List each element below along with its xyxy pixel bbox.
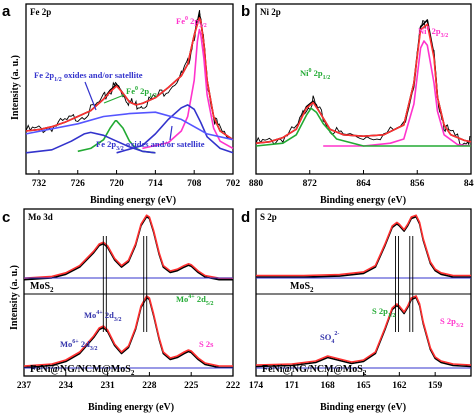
ann-ni0-2p12: Ni0 2p1/2: [300, 68, 330, 81]
arrow-fe-2p12-oxides: [84, 81, 97, 111]
x-tick-label: 732: [32, 179, 47, 189]
panel-a-xlabel: Binding energy (eV): [90, 195, 176, 206]
ann-fe0-2p32: Fe0 2p3/2: [176, 16, 207, 29]
panel-d-sample-top: MoS2: [290, 281, 314, 294]
panel-c-letter: c: [2, 209, 10, 226]
arrow-fe-2p32-oxides: [169, 125, 173, 141]
panel-a-frame: [25, 3, 234, 175]
ann-s-2p12: S 2p1/2: [372, 306, 396, 319]
x-tick-label: 162: [392, 381, 407, 391]
panel-a-letter: a: [2, 3, 11, 20]
x-tick-label: 864: [356, 179, 371, 189]
x-tick-label: 168: [321, 381, 336, 391]
arrow-fe0-2p12: [103, 94, 125, 104]
panel-a-core-label: Fe 2p: [30, 7, 51, 17]
raw-trace: [255, 296, 472, 368]
series-line-1: [25, 17, 234, 141]
series-line-6: [25, 111, 234, 141]
x-tick-label: 708: [187, 179, 202, 189]
panel-c-ticks: 237 234 231 228 225 222: [17, 372, 241, 391]
series-line-0: [255, 19, 472, 144]
panel-b-letter: b: [241, 3, 250, 20]
panel-c-sample-bottom: FeNi@NG/NCM@MoS2: [30, 364, 135, 377]
raw-noise-trace: [255, 19, 471, 146]
ann-so4: SO42-: [320, 331, 339, 345]
series-line-1: [23, 295, 233, 367]
series-line-1: [255, 295, 472, 366]
panel-d-xlabel: Binding energy (eV): [320, 402, 406, 413]
x-tick-label: 225: [184, 381, 199, 391]
series-line-2: [323, 40, 472, 147]
panel-c-xlabel: Binding energy (eV): [88, 402, 174, 413]
x-tick-label: 174: [249, 381, 264, 391]
x-tick-label: 856: [410, 179, 425, 189]
panel-d-core-label: S 2p: [260, 212, 277, 222]
raw-trace: [23, 215, 233, 281]
ann-ni0-2p32: Ni0 2p3/2: [418, 26, 448, 39]
x-tick-label: 880: [249, 179, 264, 189]
x-tick-label: 702: [226, 179, 241, 189]
x-tick-label: 872: [303, 179, 318, 189]
panel-b-xlabel: Binding energy (eV): [320, 195, 406, 206]
series-line-3: [255, 107, 471, 147]
panel-c-core-label: Mo 3d: [28, 212, 53, 222]
x-tick-label: 726: [71, 179, 86, 189]
panel-c-sample-top: MoS2: [30, 281, 54, 294]
panel-a-curves: [25, 10, 234, 154]
x-tick-label: 171: [285, 381, 300, 391]
ann-mo4-2d52: Mo4+ 2d5/2: [176, 294, 213, 307]
raw-trace: [256, 215, 471, 278]
panel-c-frame: [23, 208, 234, 377]
raw-trace: [23, 296, 233, 369]
series-line-2: [142, 28, 234, 150]
series-line-0: [256, 214, 471, 277]
ann-mo6-2d32: Mo6+ 2d3/2: [60, 339, 97, 352]
x-tick-label: 165: [356, 381, 371, 391]
ann-fe-2p32-oxides: Fe 2p3/2 oxides and/or satellite: [96, 139, 205, 152]
panel-d-letter: d: [241, 209, 250, 226]
panel-a-ticks: 732 726 720 714 708 702: [32, 170, 241, 189]
panel-d-frame: [255, 208, 472, 377]
ann-mo4-2d32: Mo4+ 2d3/2: [84, 310, 121, 323]
x-tick-label: 714: [148, 179, 163, 189]
panel-a: a Fe 2p Intensity (a. u.) Binding energy…: [2, 3, 240, 206]
panel-d-sample-bottom: FeNi@NG/NCM@MoS2: [262, 364, 367, 377]
x-tick-label: 237: [17, 381, 32, 391]
panel-c-ylabel: Intensity (a. u.): [9, 265, 20, 330]
x-tick-label: 720: [109, 179, 124, 189]
x-tick-label: 231: [100, 381, 115, 391]
panel-d-curves: [255, 214, 472, 369]
ann-fe0-2p12: Fe0 2p1/2: [126, 86, 157, 99]
x-tick-label: 228: [142, 381, 157, 391]
panel-d: d S 2p Binding energy (eV) 174 171 168 165 1…: [241, 208, 472, 413]
x-tick-label: 159: [428, 381, 443, 391]
panel-b-core-label: Ni 2p: [260, 7, 281, 17]
panel-c: c Mo 3d Intensity (a. u.) Binding energy…: [2, 208, 241, 413]
x-tick-label: 848: [464, 179, 474, 189]
x-tick-label: 234: [59, 381, 74, 391]
series-line-4: [25, 131, 156, 154]
panel-b-ticks: 880 872 864 856 848: [249, 170, 474, 189]
series-line-1: [255, 23, 472, 144]
panel-d-ticks: 174 171 168 165 162 159: [249, 372, 443, 391]
panel-b: b Ni 2p Binding energy (eV) 880 872 864 856…: [241, 3, 474, 206]
ann-fe-2p12-oxides: Fe 2p1/2 oxides and/or satellite: [34, 70, 143, 83]
panel-b-curves: [255, 19, 472, 147]
ann-s2s: S 2s: [199, 339, 214, 349]
panel-a-ylabel: Intensity (a. u.): [10, 55, 21, 120]
series-line-0: [23, 214, 233, 280]
panel-c-curves: [23, 214, 233, 369]
ann-s-2p32: S 2p3/2: [440, 316, 464, 329]
x-tick-label: 222: [226, 381, 241, 391]
series-line-5: [116, 104, 234, 154]
